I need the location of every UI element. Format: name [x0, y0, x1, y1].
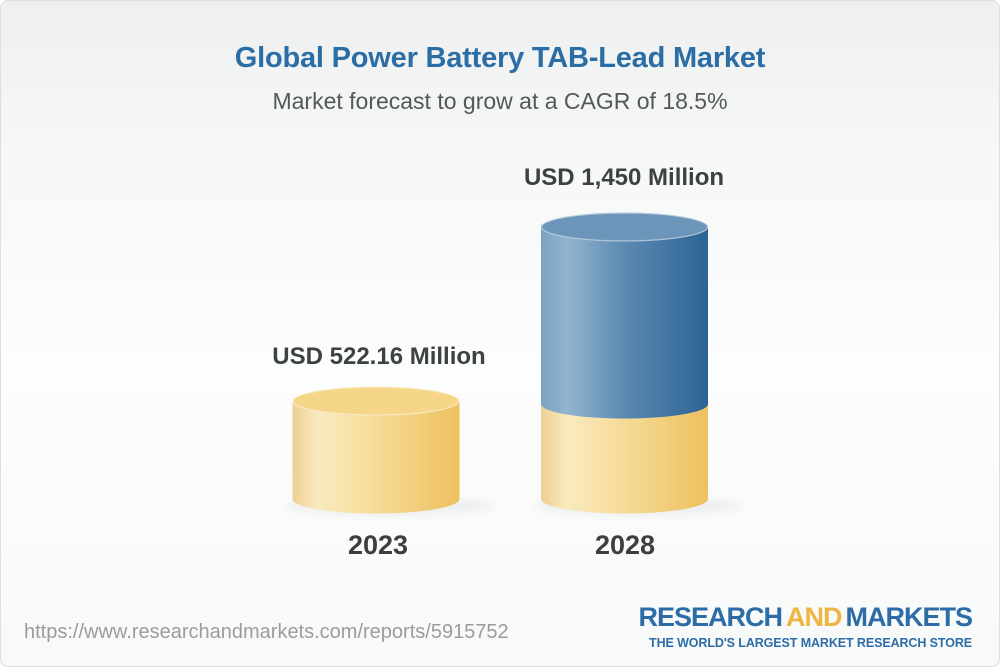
year-label-2028: 2028	[594, 530, 656, 560]
logo-wordmark: RESEARCH AND MARKETS	[638, 602, 973, 632]
value-label-2023: USD 522.16 Million	[272, 343, 486, 370]
logo-tagline: THE WORLD'S LARGEST MARKET RESEARCH STOR…	[649, 636, 972, 650]
year-label-2023: 2023	[347, 530, 409, 560]
page-title: Global Power Battery TAB-Lead Market	[234, 42, 766, 74]
logo-word-research: RESEARCH	[638, 602, 783, 632]
logo-word-and: AND	[786, 602, 842, 632]
value-label-2028: USD 1,450 Million	[523, 164, 725, 191]
report-url: https://www.researchandmarkets.com/repor…	[24, 621, 509, 643]
logo-word-markets: MARKETS	[845, 602, 973, 632]
research-and-markets-logo: RESEARCH AND MARKETS THE WORLD'S LARGEST M…	[638, 602, 973, 651]
page-subtitle: Market forecast to grow at a CAGR of 18.…	[272, 88, 728, 114]
